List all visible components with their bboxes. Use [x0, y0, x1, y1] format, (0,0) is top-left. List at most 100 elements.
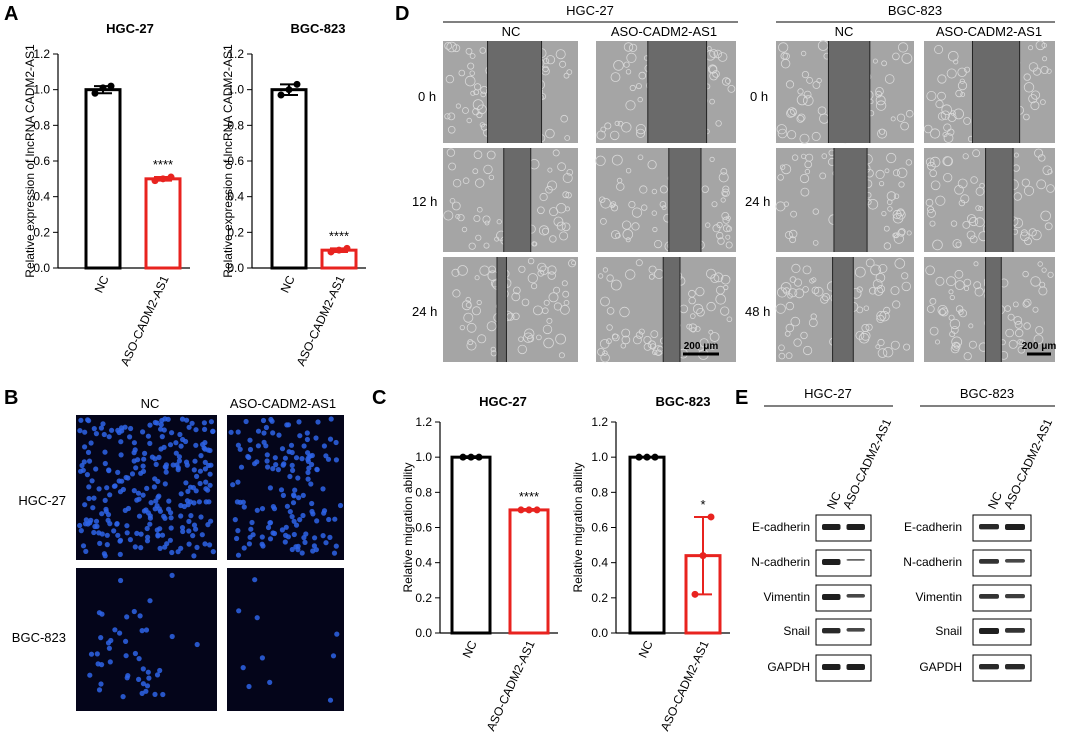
y-axis-label: Relative expression of lncRNA CADM2-AS1: [221, 44, 235, 278]
dapi-nuclei-bgc823-nc: [87, 572, 200, 700]
data-point: [707, 513, 715, 521]
bar: [508, 508, 550, 635]
bar: [628, 455, 666, 635]
bar: [144, 177, 182, 270]
data-point: [159, 175, 167, 183]
panel-d: HGC-27 BGC-823 NC ASO-CADM2-AS1 NC ASO-C…: [412, 3, 1057, 363]
category-label: NC: [636, 638, 656, 660]
blot-band: [1005, 594, 1025, 599]
panel-b-col-aso: ASO-CADM2-AS1: [230, 396, 336, 411]
bar: [450, 455, 492, 635]
data-point: [699, 552, 707, 560]
y-tick-label: 1.2: [33, 47, 50, 61]
significance-marker: ****: [519, 489, 539, 504]
data-point: [533, 506, 541, 514]
blot-band: [822, 628, 841, 634]
y-tick-label: 0.6: [227, 154, 244, 168]
blot-protein-label: Vimentin: [916, 590, 962, 604]
data-point: [459, 453, 467, 461]
bar-chart-a-bgc823: BGC-823 Relative expression of lncRNA CAD…: [221, 21, 366, 368]
y-axis-label: Relative expression of lncRNA CADM2-AS1: [23, 44, 37, 278]
y-tick-label: 0.2: [591, 591, 608, 605]
chart-title: BGC-823: [291, 21, 346, 36]
data-point: [327, 248, 335, 256]
y-tick-label: 0.4: [415, 556, 432, 570]
data-point: [643, 453, 651, 461]
y-tick-label: 0.6: [33, 154, 50, 168]
blot-band: [979, 559, 999, 564]
scale-bar-label-hgc27: 200 μm: [684, 341, 719, 352]
panel-d-hgc27-time-2: 24 h: [412, 304, 437, 319]
data-point: [475, 453, 483, 461]
y-tick-label: 1.2: [415, 415, 432, 429]
panel-d-bgc823-title: BGC-823: [888, 3, 942, 18]
blot-band: [979, 664, 999, 670]
data-point: [525, 506, 533, 514]
y-tick-label: 0.8: [33, 118, 50, 132]
panel-e-bgc823-lane-aso: ASO-CADM2-AS1: [1001, 416, 1055, 511]
panel-d-hgc27-col-aso: ASO-CADM2-AS1: [611, 24, 717, 39]
panel-d-bgc823-col-nc: NC: [835, 24, 854, 39]
chart-title: BGC-823: [656, 394, 711, 409]
data-point: [343, 244, 351, 252]
category-label: NC: [460, 638, 480, 660]
y-tick-label: 0.0: [33, 261, 50, 275]
data-point: [293, 80, 301, 88]
panel-d-bgc823-time-2: 48 h: [745, 304, 770, 319]
dapi-nuclei-bgc823-aso: [236, 577, 340, 703]
panel-e-hgc27-lane-aso: ASO-CADM2-AS1: [840, 416, 894, 511]
y-tick-label: 0.2: [415, 591, 432, 605]
blot-band: [979, 524, 999, 530]
scale-bar-label-bgc823: 200 μm: [1022, 341, 1057, 352]
category-label: NC: [92, 273, 112, 295]
panel-e-bgc823-title: BGC-823: [960, 386, 1014, 401]
blot-protein-label: GAPDH: [919, 660, 962, 674]
y-tick-label: 1.0: [415, 450, 432, 464]
chart-title: HGC-27: [479, 394, 527, 409]
category-label: ASO-CADM2-AS1: [658, 638, 712, 733]
data-point: [91, 89, 99, 97]
data-point: [107, 82, 115, 90]
panel-d-hgc27-time-0: 0 h: [418, 89, 436, 104]
bar-chart-c-hgc27: HGC-27 Relative migration ability 0.0 0.2 0.…: [401, 394, 558, 733]
bar: [270, 88, 308, 270]
data-point: [517, 506, 525, 514]
significance-marker: ****: [153, 157, 173, 172]
panel-label-c: C: [372, 387, 386, 409]
panel-d-hgc27-time-1: 12 h: [412, 194, 437, 209]
data-point: [167, 173, 175, 181]
y-tick-label: 0.6: [415, 521, 432, 535]
blot-protein-label: Snail: [783, 624, 810, 638]
data-point: [99, 84, 107, 92]
dapi-image-bgc823-aso: [227, 568, 344, 711]
data-point: [651, 453, 659, 461]
blot-protein-label: E-cadherin: [752, 520, 810, 534]
data-point: [635, 453, 643, 461]
blot-protein-label: N-cadherin: [903, 555, 962, 569]
panel-d-hgc27-title: HGC-27: [566, 3, 614, 18]
blot-band: [822, 664, 841, 670]
y-tick-label: 0.4: [33, 190, 50, 204]
data-point: [467, 453, 475, 461]
panel-d-bgc823-time-1: 24 h: [745, 194, 770, 209]
dapi-nuclei-hgc27-aso: [228, 416, 344, 558]
y-tick-label: 0.0: [591, 626, 608, 640]
y-tick-label: 1.2: [227, 47, 244, 61]
western-blots: E-cadherin E-cadherin N-cadherin N-cadherin…: [751, 514, 1032, 682]
data-point: [335, 246, 343, 254]
y-tick-label: 0.8: [227, 118, 244, 132]
y-tick-label: 1.2: [591, 415, 608, 429]
blot-band: [1005, 559, 1025, 563]
data-point: [691, 590, 699, 598]
blot-band: [846, 664, 865, 670]
y-tick-label: 1.0: [227, 83, 244, 97]
y-tick-label: 0.8: [415, 485, 432, 499]
dapi-image-hgc27-aso: [227, 415, 344, 560]
bar: [84, 88, 122, 270]
panel-e-hgc27-title: HGC-27: [804, 386, 852, 401]
bar-chart-a-hgc27: HGC-27 Relative expression of lncRNA CADM…: [23, 21, 190, 368]
blot-protein-label: E-cadherin: [904, 520, 962, 534]
wound-images: [443, 40, 1055, 363]
blot-band: [979, 628, 999, 634]
y-tick-label: 0.2: [33, 225, 50, 239]
